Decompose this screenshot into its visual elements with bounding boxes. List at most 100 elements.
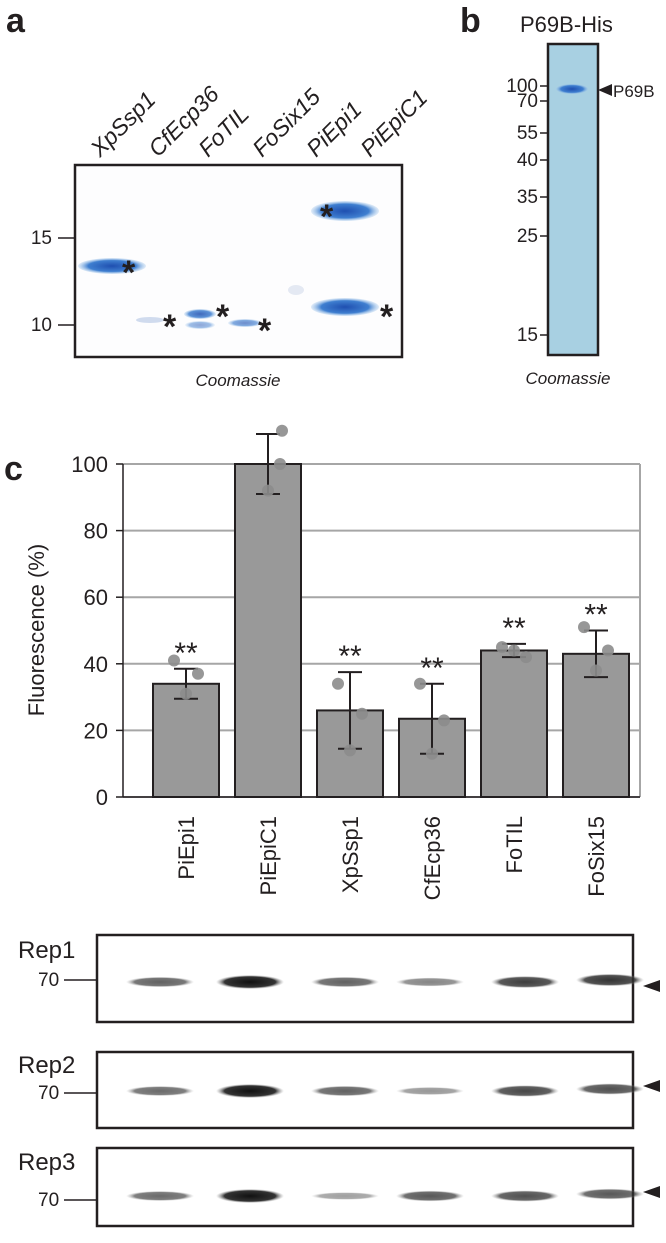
blot-band: [491, 1085, 559, 1097]
marker-label: 25: [517, 226, 538, 247]
data-point: [168, 654, 180, 667]
panel-title: P69B-His: [520, 12, 613, 37]
blots: Rep1 70 Rep2 70 Rep3 70: [18, 933, 660, 1228]
significance: **: [584, 599, 608, 632]
band: [184, 309, 216, 319]
band: [556, 84, 588, 94]
panel-c: c Fluorescence (%) 0 20 40 60 80 100 PiEpi1 ** P…: [4, 424, 641, 900]
bar: [152, 682, 220, 799]
blot-label: Rep3: [18, 1149, 75, 1176]
blot-band: [216, 1084, 284, 1098]
significance: **: [420, 652, 444, 685]
panel-a: a XpSsp1 CfEcp36 FoTIL FoSix15 PiEpi1 Pi…: [6, 2, 432, 390]
asterisk: *: [258, 312, 272, 350]
marker-label: 55: [517, 123, 538, 144]
blot-band: [126, 1086, 194, 1096]
lane-label: XpSsp1: [84, 86, 160, 162]
x-tick-label: FoTIL: [502, 816, 527, 873]
blot-label: Rep2: [18, 1052, 75, 1079]
data-point: [344, 744, 356, 757]
data-point: [438, 714, 450, 727]
marker-label: 40: [517, 150, 538, 171]
blot-band: [576, 973, 644, 987]
x-tick-label: XpSsp1: [338, 816, 363, 893]
bar: [234, 463, 302, 798]
significance: **: [338, 640, 362, 673]
marker-label: 35: [517, 187, 538, 208]
significance: **: [502, 612, 526, 645]
panel-label: a: [6, 2, 26, 40]
data-point: [274, 458, 286, 470]
blot-label: Rep1: [18, 937, 75, 964]
blot-band: [396, 977, 464, 987]
data-point: [180, 687, 192, 700]
data-point: [276, 424, 288, 437]
asterisk: *: [320, 198, 334, 236]
y-tick-label: 40: [84, 652, 108, 677]
band: [311, 298, 379, 316]
band: [185, 321, 215, 329]
asterisk: *: [122, 254, 136, 292]
asterisk: *: [380, 298, 394, 336]
bar: [480, 649, 548, 798]
gel: [546, 42, 600, 357]
marker-label: 70: [517, 91, 538, 112]
significance: **: [174, 637, 198, 670]
band: [136, 317, 164, 323]
band-label: P69B: [613, 82, 655, 101]
marker-label: 15: [31, 228, 52, 249]
lane-label: PiEpiC1: [355, 84, 432, 161]
band: [228, 319, 262, 327]
arrowhead: [643, 1080, 660, 1092]
blot-band: [576, 1188, 644, 1200]
caption: Coomassie: [525, 369, 610, 388]
data-point: [578, 621, 590, 634]
data-point: [496, 641, 508, 654]
marker-label: 70: [38, 1190, 59, 1211]
data-point: [590, 664, 602, 677]
blot-band: [126, 1191, 194, 1201]
data-point: [508, 644, 520, 657]
data-point: [356, 707, 368, 720]
y-tick-label: 100: [71, 452, 108, 477]
blot-band: [491, 976, 559, 988]
x-tick-label: PiEpiC1: [256, 816, 281, 895]
band: [78, 258, 146, 274]
arrowhead: [643, 1186, 660, 1198]
marker-label: 100: [506, 76, 538, 97]
data-point: [426, 747, 438, 760]
y-tick-label: 60: [84, 585, 108, 610]
marker-label: 10: [31, 315, 52, 336]
x-tick-label: FoSix15: [584, 816, 609, 897]
blot-band: [311, 1085, 379, 1097]
data-point: [262, 484, 274, 497]
asterisk: *: [216, 298, 230, 336]
blot-band: [126, 976, 194, 988]
data-point: [520, 651, 532, 664]
blot-band: [491, 1190, 559, 1202]
marker-label: 70: [38, 970, 59, 991]
marker-label: 70: [38, 1083, 59, 1104]
data-point: [414, 677, 426, 690]
y-tick-label: 80: [84, 519, 108, 544]
band: [288, 285, 304, 295]
blot-band: [396, 1087, 464, 1095]
caption: Coomassie: [195, 371, 280, 390]
arrowhead: [598, 84, 612, 96]
blot-band: [576, 1083, 644, 1095]
data-point: [332, 677, 344, 690]
data-point: [192, 667, 204, 680]
blot-band: [311, 976, 379, 988]
band: [311, 201, 379, 221]
y-tick-label: 0: [96, 785, 108, 810]
data-point: [602, 644, 614, 657]
y-tick-label: 20: [84, 718, 108, 743]
x-tick-label: CfEcp36: [420, 816, 445, 900]
arrowhead: [643, 980, 660, 992]
panel-label: b: [460, 2, 481, 40]
asterisk: *: [163, 308, 177, 346]
blot-band: [216, 1189, 284, 1203]
blot-band: [216, 975, 284, 989]
